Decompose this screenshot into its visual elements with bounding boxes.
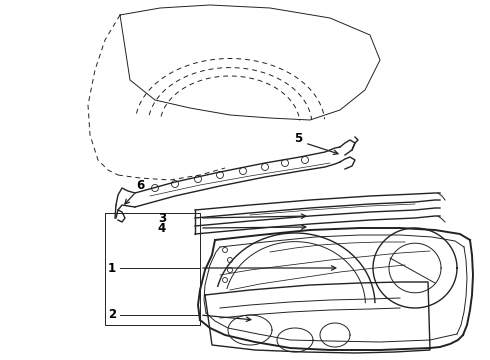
Text: 4: 4	[158, 221, 166, 234]
Text: 2: 2	[108, 309, 116, 321]
Text: 5: 5	[294, 131, 302, 144]
Text: 3: 3	[158, 212, 166, 225]
Text: 1: 1	[108, 261, 116, 274]
Text: 6: 6	[136, 179, 144, 192]
